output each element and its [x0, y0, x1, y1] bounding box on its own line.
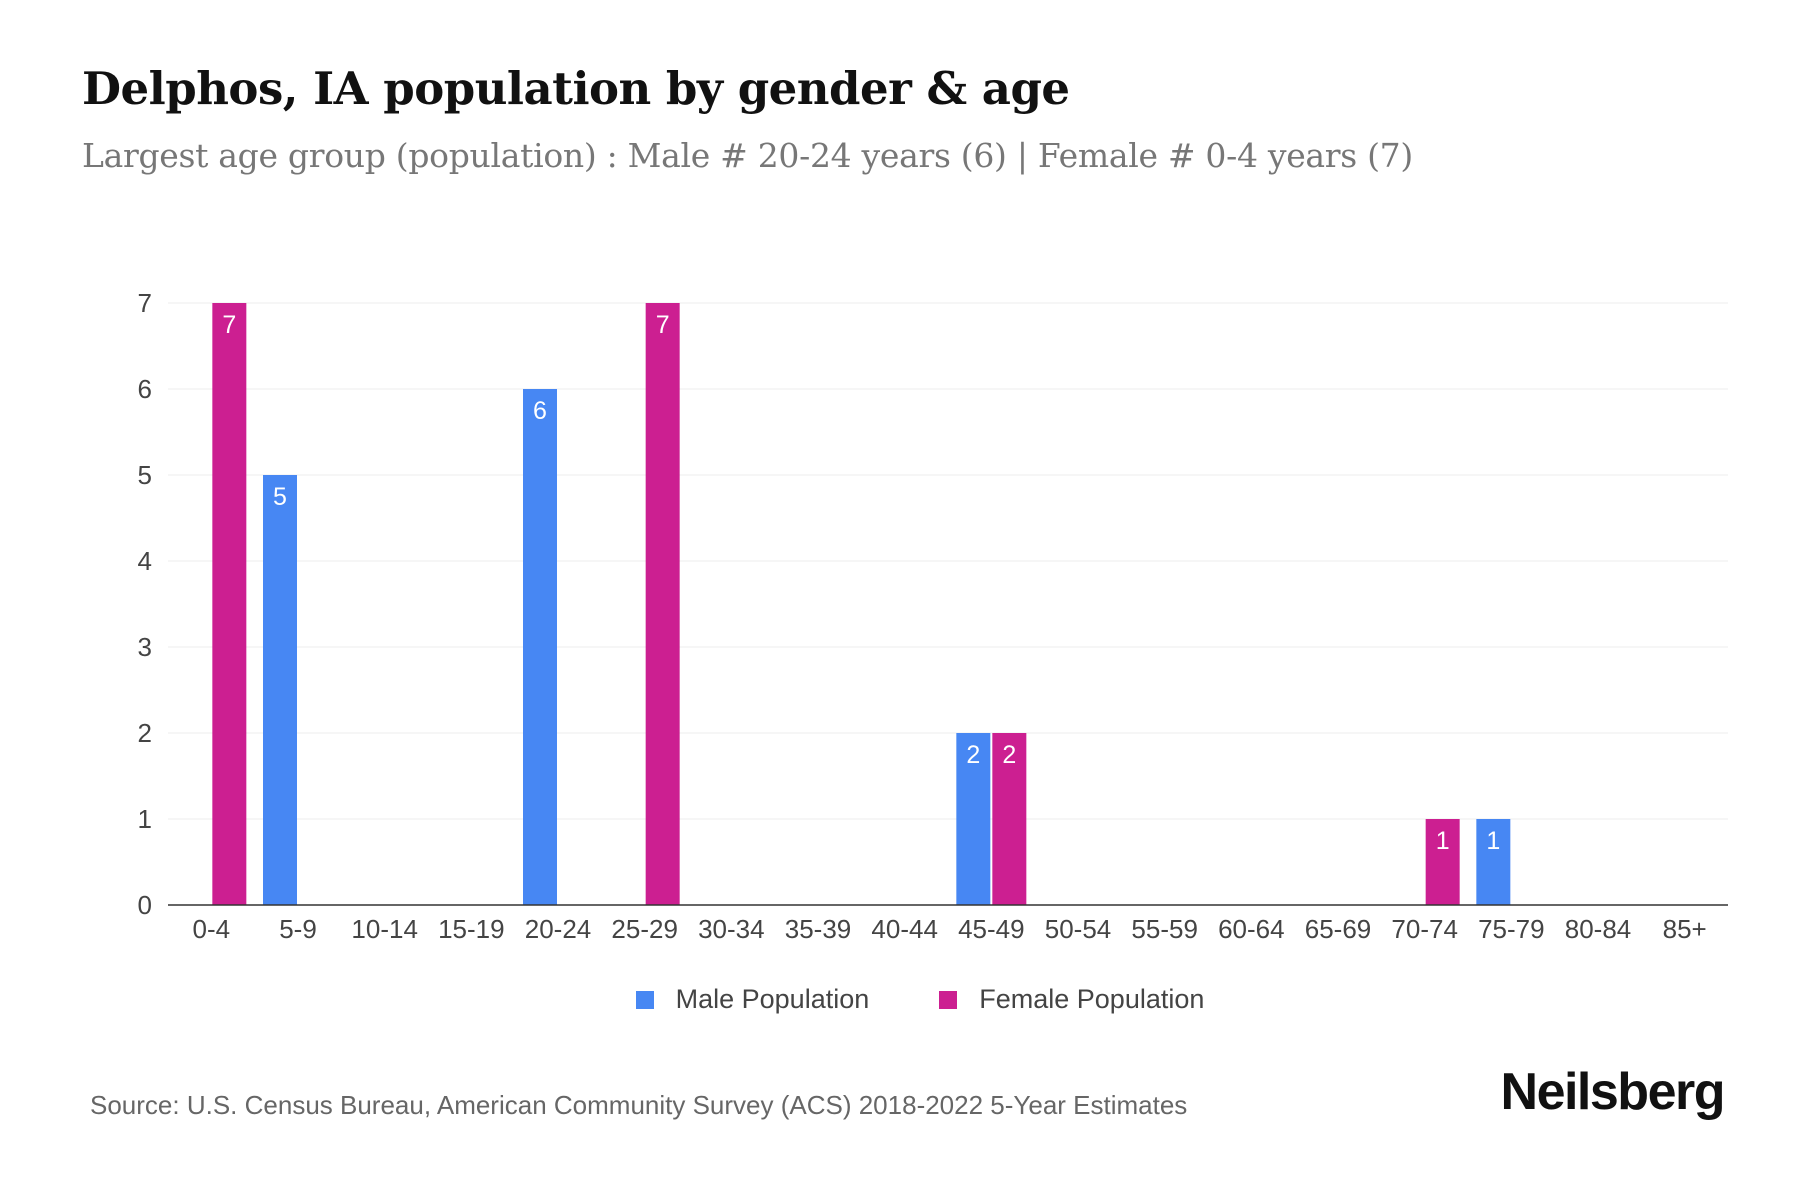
x-tick-label: 80-84: [1565, 914, 1632, 944]
data-label: 2: [966, 741, 980, 769]
chart-title: Delphos, IA population by gender & age: [82, 62, 1070, 115]
y-tick-label: 3: [138, 632, 152, 662]
female-bar: [212, 303, 247, 905]
x-tick-label: 60-64: [1218, 914, 1285, 944]
data-label: 1: [1436, 827, 1450, 855]
female-swatch-icon: [939, 990, 958, 1009]
x-tick-label: 45-49: [958, 914, 1025, 944]
gridlines: [168, 302, 1728, 820]
data-label: 7: [656, 311, 670, 339]
data-label: 1: [1486, 827, 1500, 855]
x-tick-label: 35-39: [785, 914, 852, 944]
female-bar: [1425, 819, 1460, 905]
y-tick-label: 1: [138, 804, 152, 834]
male-bar: [1476, 819, 1511, 905]
legend: Male Population Female Population: [0, 984, 1800, 1015]
female-bar: [645, 303, 680, 905]
y-tick-label: 5: [138, 460, 152, 490]
legend-label-female: Female Population: [979, 984, 1205, 1014]
y-tick-label: 6: [138, 374, 152, 404]
x-tick-label: 85+: [1663, 914, 1707, 944]
male-swatch-icon: [635, 990, 654, 1009]
data-label: 5: [273, 483, 287, 511]
x-tick-label: 25-29: [611, 914, 678, 944]
male-bar: [263, 475, 297, 905]
x-tick-label: 15-19: [438, 914, 505, 944]
x-tick-label: 70-74: [1391, 914, 1458, 944]
x-tick-label: 65-69: [1305, 914, 1372, 944]
brand-logo: Neilsberg: [1500, 1063, 1726, 1121]
x-tick-label: 0-4: [193, 914, 231, 944]
y-tick-label: 4: [138, 546, 152, 576]
male-bar: [956, 733, 991, 905]
x-tick-label: 5-9: [279, 914, 317, 944]
y-tick-label: 0: [138, 890, 152, 920]
axes: 0 1 2 3 4 5 6 7 0-4 5-9 10-14 15-19 20-24 25-29 30-34 3…: [138, 288, 1728, 944]
x-tick-label: 55-59: [1131, 914, 1198, 944]
bars: 5 6 2 1 7 7 2 1: [212, 303, 1511, 905]
female-bar: [992, 733, 1027, 905]
chart-subtitle: Largest age group (population) : Male # …: [82, 136, 1413, 175]
x-tick-label: 20-24: [525, 914, 592, 944]
legend-item-male[interactable]: Male Population: [635, 984, 870, 1015]
data-label: 7: [222, 311, 236, 339]
x-tick-label: 75-79: [1478, 914, 1545, 944]
legend-label-male: Male Population: [675, 984, 870, 1014]
x-tick-label: 30-34: [698, 914, 765, 944]
x-tick-label: 10-14: [351, 914, 418, 944]
x-tick-label: 40-44: [871, 914, 938, 944]
data-label: 6: [533, 397, 547, 425]
source-note: Source: U.S. Census Bureau, American Com…: [90, 1090, 1188, 1120]
legend-item-female[interactable]: Female Population: [939, 984, 1204, 1015]
x-tick-label: 50-54: [1045, 914, 1112, 944]
y-tick-label: 7: [138, 288, 152, 318]
y-tick-label: 2: [138, 718, 152, 748]
male-bar: [523, 389, 557, 905]
data-label: 2: [1002, 741, 1016, 769]
